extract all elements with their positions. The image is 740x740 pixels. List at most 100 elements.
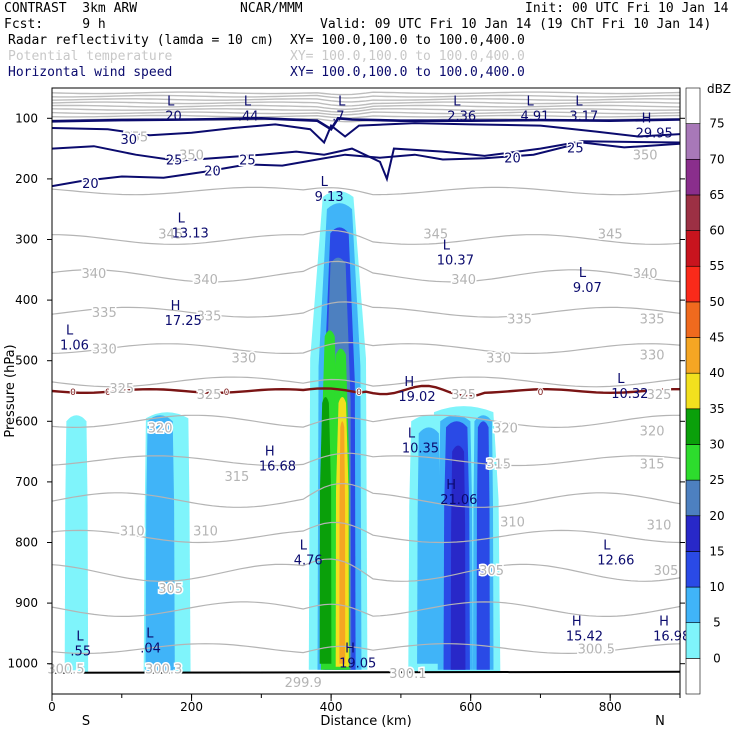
colorbar-label: 15 — [709, 544, 724, 558]
wind-contour-label: 25 — [567, 141, 584, 156]
theta-stratosphere-line — [52, 104, 680, 111]
echo-cell-2-10dbz — [145, 415, 175, 673]
extremum-marker: H — [345, 642, 355, 657]
colorbar-label: 20 — [709, 509, 724, 523]
extremum-marker: L — [178, 211, 186, 226]
theta-contour-label: 310 — [193, 524, 218, 539]
colorbar-segment — [685, 408, 701, 445]
x-tick-label: 0 — [48, 700, 56, 714]
extremum-marker: L — [76, 629, 84, 644]
theta-contour-line — [52, 601, 680, 617]
extremum-value: 2.36 — [447, 109, 476, 124]
theta-contour-label: 325 — [109, 382, 134, 397]
extremum-value: .55 — [70, 644, 91, 659]
wind-contour-35 — [52, 116, 680, 131]
theta-contour-label: 315 — [486, 458, 511, 473]
extremum-marker: H — [404, 375, 414, 390]
theta-contour-label: 345 — [158, 227, 183, 242]
extremum-marker: L — [66, 323, 74, 338]
extremum-value: 3.17 — [569, 109, 598, 124]
theta-contour-label: 340 — [633, 267, 658, 282]
extremum-value: .7 — [332, 109, 344, 124]
theta-contour-label: 340 — [81, 267, 106, 282]
theta-contour-line — [52, 558, 680, 582]
theta-contour-label: 335 — [92, 306, 117, 321]
x-tick-label: 400 — [320, 700, 343, 714]
theta-contour-label: 310 — [500, 515, 525, 530]
colorbar-segment — [685, 158, 701, 196]
colorbar-segment — [685, 515, 701, 552]
extremum-marker: L — [300, 539, 308, 554]
extremum-value: 13.13 — [172, 226, 209, 241]
theta-contour-line — [52, 643, 680, 655]
extremum-marker: L — [603, 539, 611, 554]
colorbar-label: 50 — [709, 295, 724, 309]
echo-cell-3-10dbz — [417, 427, 441, 664]
extremum-value: .44 — [238, 109, 259, 124]
theta-stratosphere-line — [52, 111, 680, 116]
theta-contour-label: 350 — [633, 149, 658, 164]
theta-contour-label: 315 — [640, 458, 665, 473]
extremum-marker: L — [167, 94, 175, 109]
colorbar-segment — [685, 551, 701, 588]
echo-cell-1-5dbz — [64, 415, 89, 673]
extremum-marker: L — [453, 94, 461, 109]
theta-contour-line — [52, 376, 680, 388]
field-reflectivity-xy: XY= 100.0,100.0 to 100.0,400.0 — [290, 33, 525, 48]
x-end-label-north: N — [655, 714, 665, 729]
colorbar-label: 0 — [713, 651, 721, 665]
extremum-value: 10.37 — [437, 254, 474, 269]
wind-contour-label: 20 — [204, 164, 221, 179]
wind-contour-label: 20 — [82, 177, 99, 192]
extremum-value: 9.13 — [315, 190, 344, 205]
theta-contour-label: 330 — [92, 343, 117, 358]
colorbar-title: dBZ — [707, 82, 731, 96]
theta-contour-label: 310 — [647, 518, 672, 533]
extremum-value: 10.32 — [611, 387, 648, 402]
wind-contour-label: 25 — [239, 154, 256, 169]
extremum-value: 17.25 — [165, 314, 202, 329]
theta-contour-label: 305 — [479, 564, 504, 579]
extremum-value: 4.91 — [520, 109, 549, 124]
theta-contour-label: 335 — [507, 312, 532, 327]
extremum-marker: L — [526, 94, 534, 109]
extremum-marker: H — [642, 111, 652, 126]
field-theta-xy: XY= 100.0,100.0 to 100.0,400.0 — [290, 49, 525, 64]
colorbar-label: 25 — [709, 473, 724, 487]
theta-contour-line — [52, 229, 680, 245]
y-tick-label: 100 — [15, 111, 38, 125]
wind-contour-25 — [52, 140, 680, 183]
extremum-value: 19.05 — [339, 657, 376, 672]
tower-35dbz-a — [319, 397, 332, 664]
y-tick-label: 600 — [15, 414, 38, 428]
wind-contour-label: 30 — [120, 133, 137, 148]
colorbar-segment — [685, 87, 701, 124]
colorbar-label: 10 — [709, 580, 724, 594]
extremum-marker: L — [321, 175, 329, 190]
theta-contour-label: 330 — [486, 352, 511, 367]
theta-contour-label: 305 — [158, 582, 183, 597]
colorbar-segment — [685, 123, 701, 160]
extremum-value: 4.76 — [294, 554, 323, 569]
extremum-marker: H — [572, 614, 582, 629]
freezing-level-label: 0 — [538, 388, 544, 398]
y-axis-label: Pressure (hPa) — [3, 344, 18, 437]
field-wind-xy: XY= 100.0,100.0 to 100.0,400.0 — [290, 65, 525, 80]
colorbar-label: 65 — [709, 188, 724, 202]
colorbar-label: 5 — [713, 616, 721, 630]
colorbar-segment — [685, 301, 701, 338]
theta-contour-label: 340 — [193, 273, 218, 288]
theta-stratosphere-line — [52, 108, 680, 113]
extremum-value: 16.68 — [259, 460, 296, 475]
colorbar-segment — [685, 372, 701, 410]
theta-contour-line — [52, 452, 680, 467]
theta-contour-label: 325 — [197, 388, 222, 403]
colorbar-segment — [685, 444, 701, 481]
extremum-value: 12.66 — [597, 554, 634, 569]
extremum-value: 16.98 — [653, 629, 690, 644]
extremum-value: .20 — [161, 109, 182, 124]
colorbar-label: 35 — [709, 402, 724, 416]
echo-cell-5-15dbz — [476, 421, 490, 670]
extremum-value: 10.35 — [402, 441, 439, 456]
colorbar-segment — [685, 479, 701, 517]
